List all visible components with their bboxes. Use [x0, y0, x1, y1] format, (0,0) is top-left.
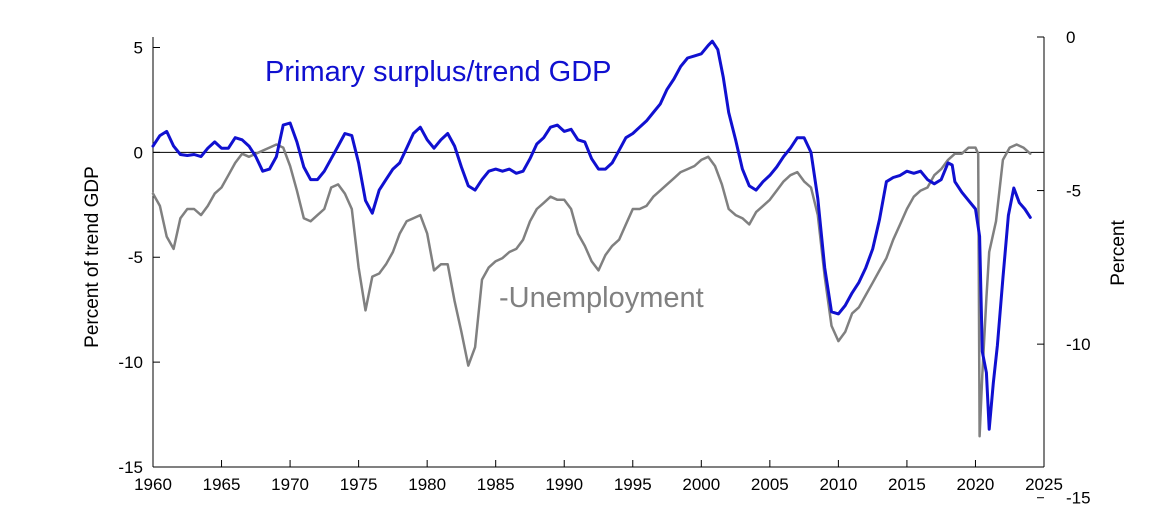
y-tick-label-right: -15 [1066, 489, 1091, 508]
y-tick-label-left: 0 [134, 143, 143, 162]
x-tick-label: 1995 [614, 475, 652, 494]
series-line-primary-surplus [153, 41, 1030, 429]
x-tick-label: 2025 [1025, 475, 1063, 494]
x-tick-label: 2005 [751, 475, 789, 494]
axes-frame [153, 37, 1044, 467]
y-tick-label-left: -5 [128, 248, 143, 267]
y-tick-label-right: -5 [1066, 182, 1081, 201]
ticks-group: 1960 1965 1970 1975 1980 1985 1990 1995 2000 2005… [118, 28, 1090, 508]
series-label-unemployment: -Unemployment [499, 282, 704, 314]
x-tick-label: 1965 [203, 475, 241, 494]
x-tick-label: 2000 [682, 475, 720, 494]
y-tick-label-left: 5 [134, 38, 143, 57]
x-tick-label: 1960 [134, 475, 172, 494]
x-tick-label: 1990 [545, 475, 583, 494]
y-tick-label-left: -10 [118, 353, 143, 372]
x-tick-label: 2020 [957, 475, 995, 494]
series-group [153, 41, 1030, 436]
x-tick-label: 1970 [271, 475, 309, 494]
y-tick-label-right: 0 [1066, 28, 1075, 47]
x-tick-label: 2015 [888, 475, 926, 494]
y-axis-label-right: Percent [1108, 220, 1129, 286]
x-tick-label: 1975 [340, 475, 378, 494]
x-tick-label: 2010 [819, 475, 857, 494]
y-tick-label-left: -15 [118, 458, 143, 477]
y-axis-label-left: Percent of trend GDP [82, 166, 103, 348]
series-label-primary-surplus: Primary surplus/trend GDP [265, 56, 612, 88]
y-tick-label-right: -10 [1066, 335, 1091, 354]
x-tick-label: 1985 [477, 475, 515, 494]
x-tick-label: 1980 [408, 475, 446, 494]
